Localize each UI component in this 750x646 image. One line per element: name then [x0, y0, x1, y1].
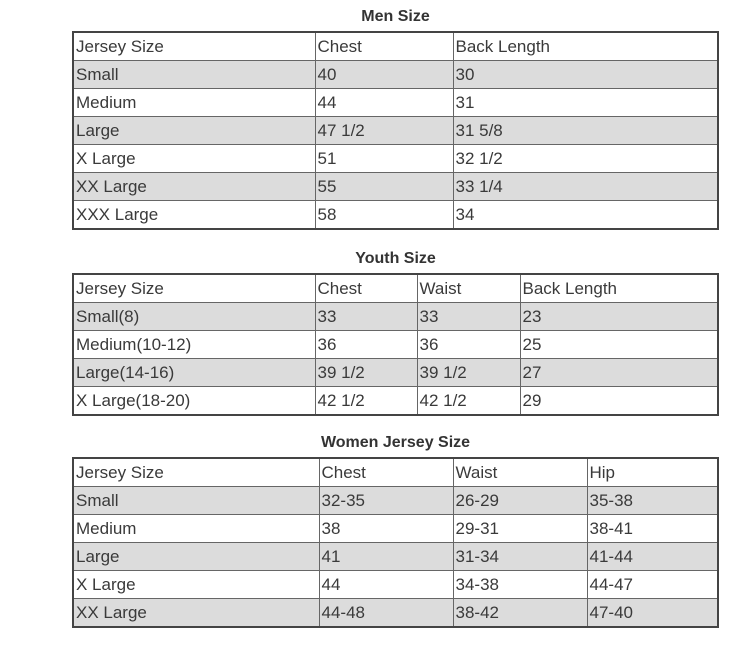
- column-header: Hip: [586, 457, 719, 487]
- table-row: Large 41 31-34 41-44: [72, 542, 719, 571]
- table-row: Small 32-35 26-29 35-38: [72, 486, 719, 515]
- table-cell: 27: [519, 358, 719, 387]
- table-cell: X Large: [72, 570, 320, 599]
- table-cell: Small(8): [72, 302, 316, 331]
- table-row: Medium 38 29-31 38-41: [72, 514, 719, 543]
- youth-size-title: Youth Size: [355, 250, 436, 267]
- column-header: Waist: [416, 273, 521, 303]
- table-cell: 47 1/2: [314, 116, 454, 145]
- table-cell: Small: [72, 60, 316, 89]
- table-cell: X Large(18-20): [72, 386, 316, 416]
- table-row: XXX Large 58 34: [72, 200, 719, 230]
- table-cell: 32-35: [318, 486, 454, 515]
- table-cell: XX Large: [72, 172, 316, 201]
- table-cell: 29-31: [452, 514, 588, 543]
- table-cell: X Large: [72, 144, 316, 173]
- column-header: Back Length: [452, 31, 719, 61]
- table-cell: Large(14-16): [72, 358, 316, 387]
- table-cell: 33: [314, 302, 418, 331]
- table-cell: 23: [519, 302, 719, 331]
- table-cell: 44-48: [318, 598, 454, 628]
- table-cell: XX Large: [72, 598, 320, 628]
- table-row: Large 47 1/2 31 5/8: [72, 116, 719, 145]
- column-header: Back Length: [519, 273, 719, 303]
- table-cell: 31 5/8: [452, 116, 719, 145]
- table-cell: 38-41: [586, 514, 719, 543]
- table-row: Medium 44 31: [72, 88, 719, 117]
- table-cell: 31-34: [452, 542, 588, 571]
- table-cell: 55: [314, 172, 454, 201]
- men-size-table: Jersey Size Chest Back Length Small 40 30 Medi…: [72, 31, 719, 230]
- table-row: Large(14-16) 39 1/2 39 1/2 27: [72, 358, 719, 387]
- table-cell: 40: [314, 60, 454, 89]
- table-cell: 32 1/2: [452, 144, 719, 173]
- column-header: Jersey Size: [72, 457, 320, 487]
- table-cell: 36: [416, 330, 521, 359]
- table-cell: 41: [318, 542, 454, 571]
- table-cell: 51: [314, 144, 454, 173]
- table-row: X Large(18-20) 42 1/2 42 1/2 29: [72, 386, 719, 416]
- table-cell: 58: [314, 200, 454, 230]
- table-cell: 33 1/4: [452, 172, 719, 201]
- table-cell: 47-40: [586, 598, 719, 628]
- table-cell: 38: [318, 514, 454, 543]
- column-header: Jersey Size: [72, 273, 316, 303]
- table-row: XX Large 55 33 1/4: [72, 172, 719, 201]
- table-cell: 34: [452, 200, 719, 230]
- table-cell: 29: [519, 386, 719, 416]
- header-row: Jersey Size Chest Back Length: [72, 31, 719, 61]
- column-header: Chest: [318, 457, 454, 487]
- table-cell: 26-29: [452, 486, 588, 515]
- column-header: Jersey Size: [72, 31, 316, 61]
- table-cell: 41-44: [586, 542, 719, 571]
- table-cell: 44: [314, 88, 454, 117]
- table-cell: XXX Large: [72, 200, 316, 230]
- table-row: X Large 44 34-38 44-47: [72, 570, 719, 599]
- table-row: X Large 51 32 1/2: [72, 144, 719, 173]
- table-cell: 39 1/2: [416, 358, 521, 387]
- women-size-table: Jersey Size Chest Waist Hip Small 32-35 26-29 3…: [72, 457, 719, 628]
- table-cell: 44: [318, 570, 454, 599]
- women-size-title: Women Jersey Size: [320, 434, 471, 451]
- table-row: XX Large 44-48 38-42 47-40: [72, 598, 719, 628]
- table-cell: Medium: [72, 88, 316, 117]
- table-cell: 42 1/2: [314, 386, 418, 416]
- table-row: Small 40 30: [72, 60, 719, 89]
- table-cell: 33: [416, 302, 521, 331]
- header-row: Jersey Size Chest Waist Hip: [72, 457, 719, 487]
- table-cell: 35-38: [586, 486, 719, 515]
- table-row: Medium(10-12) 36 36 25: [72, 330, 719, 359]
- column-header: Chest: [314, 273, 418, 303]
- column-header: Chest: [314, 31, 454, 61]
- table-cell: 38-42: [452, 598, 588, 628]
- table-cell: 25: [519, 330, 719, 359]
- column-header: Waist: [452, 457, 588, 487]
- table-cell: 36: [314, 330, 418, 359]
- table-row: Small(8) 33 33 23: [72, 302, 719, 331]
- table-cell: 42 1/2: [416, 386, 521, 416]
- table-cell: Medium: [72, 514, 320, 543]
- table-cell: 39 1/2: [314, 358, 418, 387]
- table-cell: 34-38: [452, 570, 588, 599]
- table-cell: Large: [72, 116, 316, 145]
- youth-size-table: Jersey Size Chest Waist Back Length Small(8)…: [72, 273, 719, 416]
- table-cell: Medium(10-12): [72, 330, 316, 359]
- table-cell: 44-47: [586, 570, 719, 599]
- table-cell: Large: [72, 542, 320, 571]
- table-cell: 30: [452, 60, 719, 89]
- men-size-title: Men Size: [361, 8, 430, 25]
- header-row: Jersey Size Chest Waist Back Length: [72, 273, 719, 303]
- table-cell: 31: [452, 88, 719, 117]
- table-cell: Small: [72, 486, 320, 515]
